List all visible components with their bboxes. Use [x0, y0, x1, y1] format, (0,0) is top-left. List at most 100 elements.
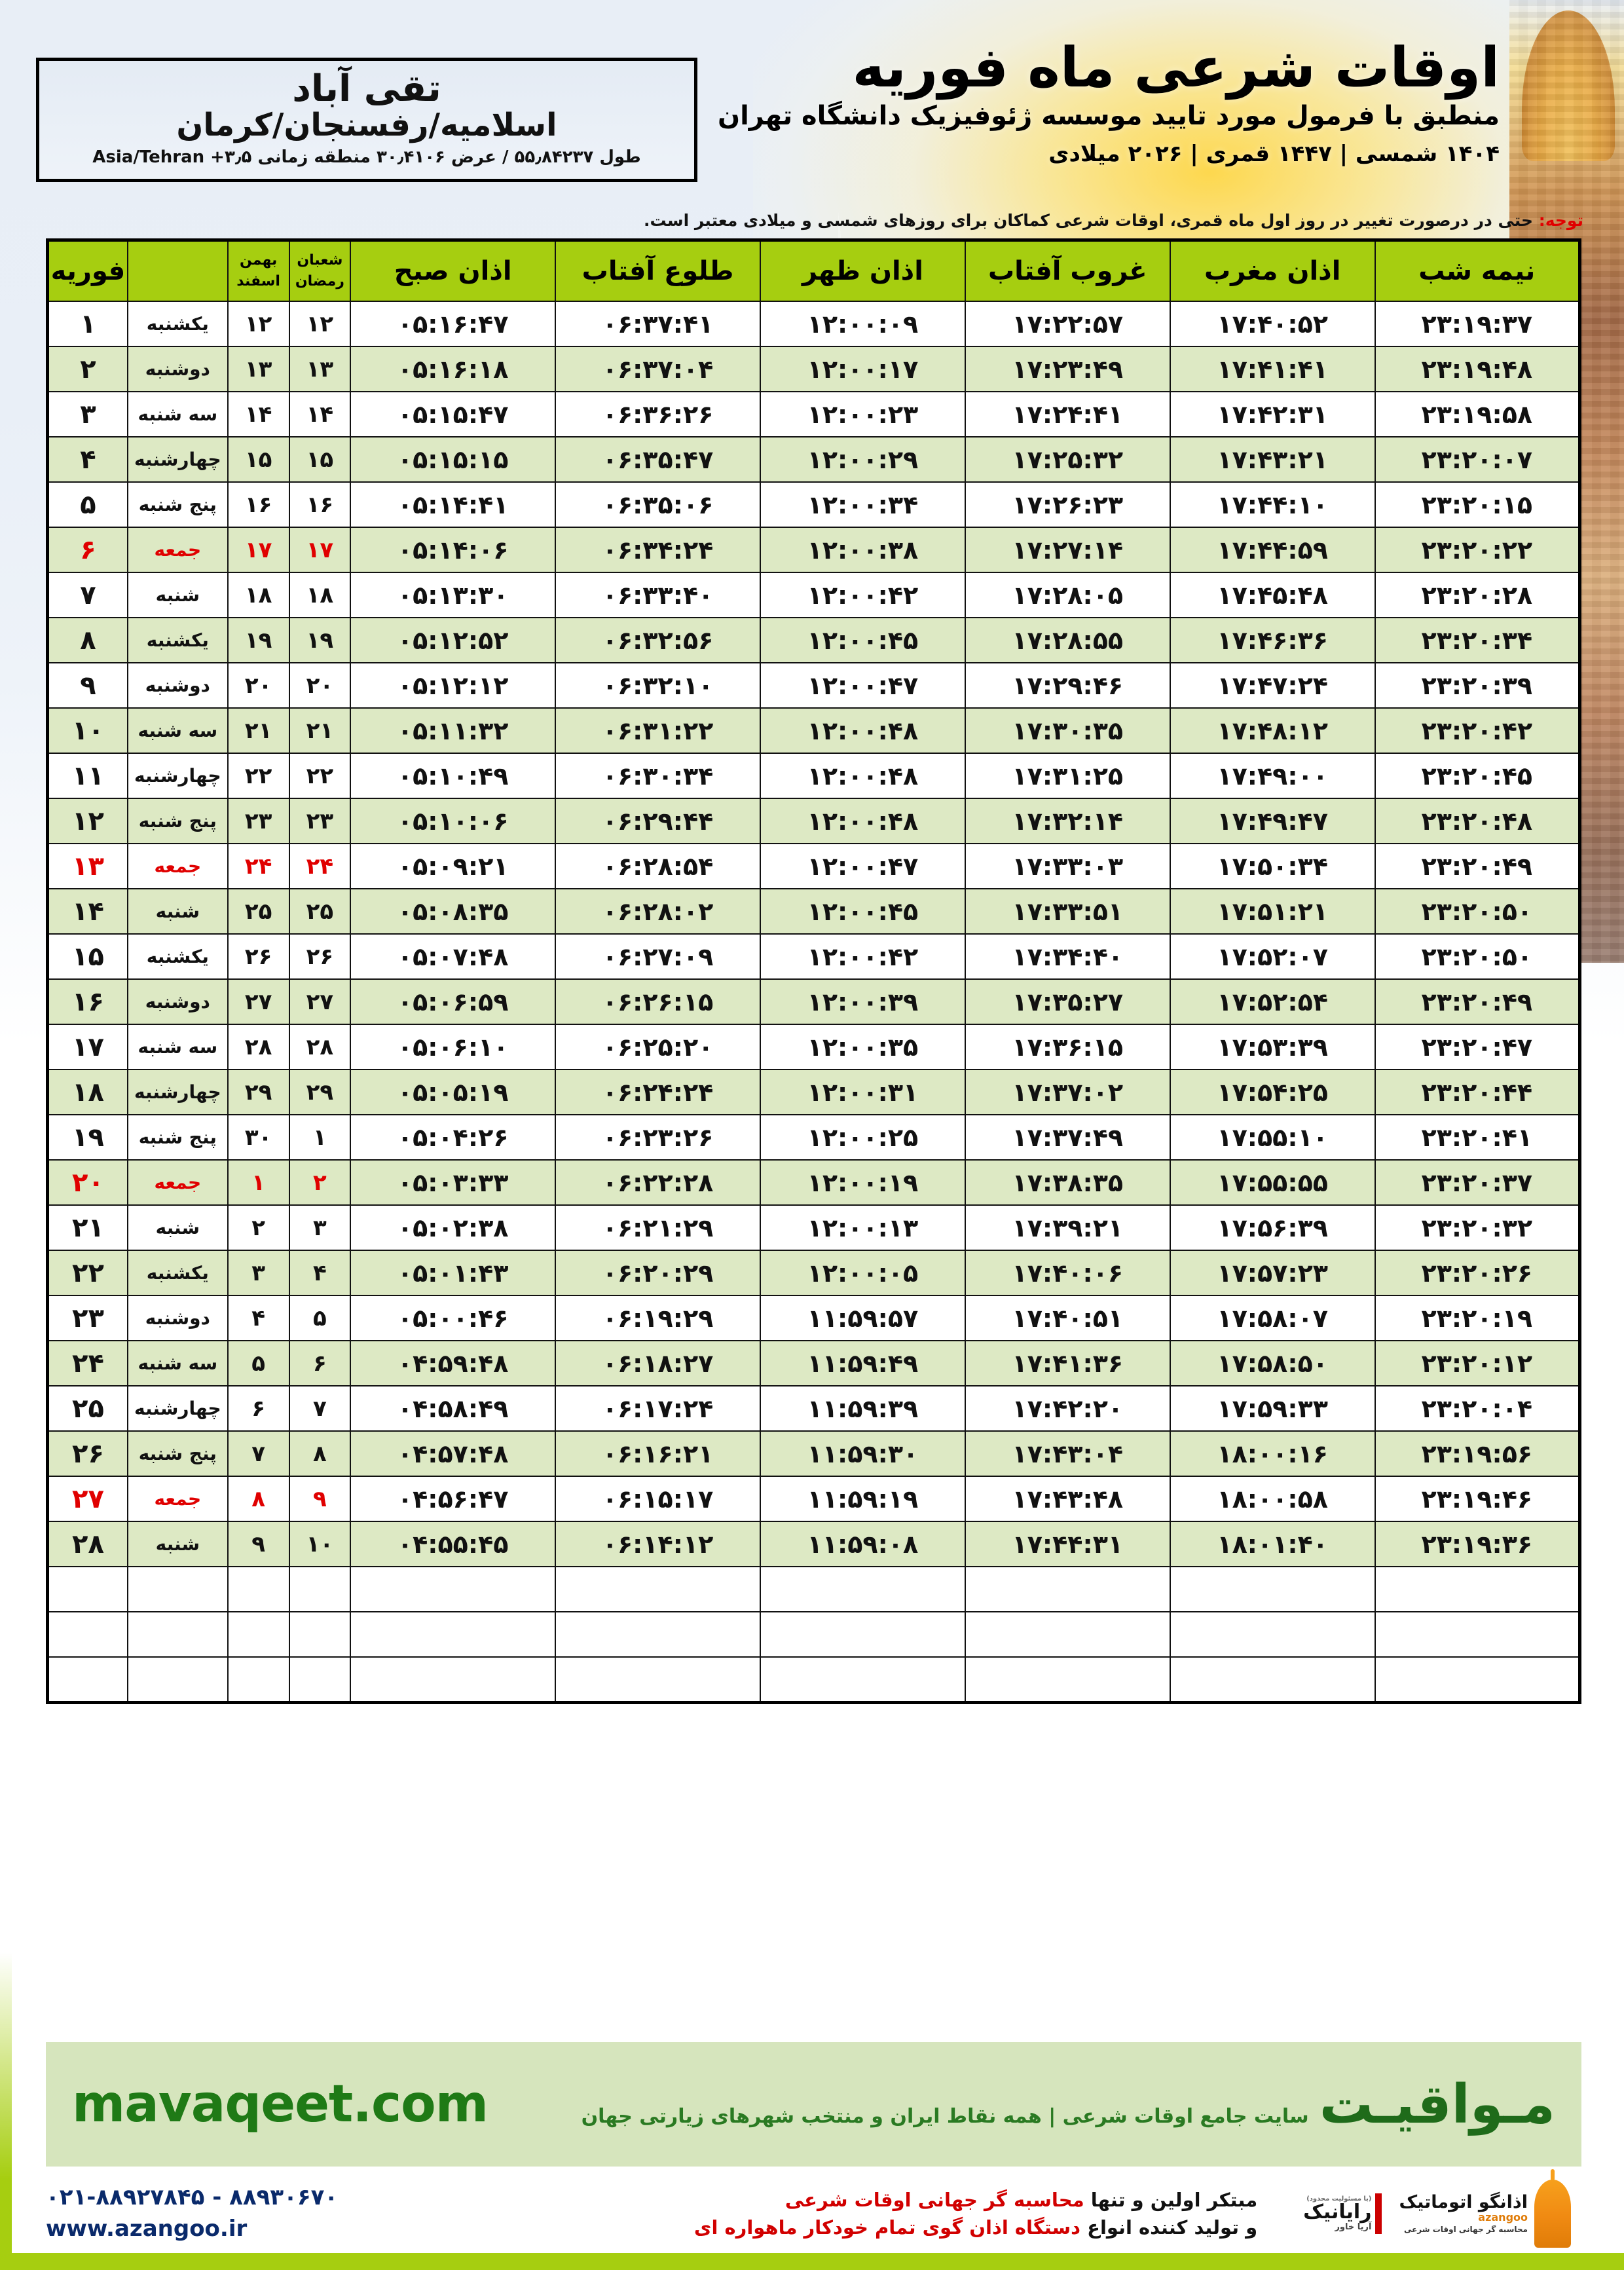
cell-sunrise: ۰۶:۳۳:۴۰ [555, 572, 761, 618]
table-row: ۲۳:۱۹:۴۶ ۱۸:۰۰:۵۸ ۱۷:۴۳:۴۸ ۱۱:۵۹:۱۹ ۰۶:۱۵:۱۷… [46, 1476, 1581, 1522]
table-row: ۲۳:۲۰:۲۸ ۱۷:۴۵:۴۸ ۱۷:۲۸:۰۵ ۱۲:۰۰:۴۲ ۰۶:۳۳:۴۰… [46, 572, 1581, 618]
cell-hijri: ۲۶ [288, 933, 352, 980]
cell-weekday: چهارشنبه [126, 1069, 229, 1115]
cell-weekday: یکشنبه [126, 301, 229, 347]
footer-website[interactable]: www.azangoo.ir [46, 2216, 248, 2242]
footer-logos: اذانگو اتوماتیک azangoo محاسبه گر جهانی … [1303, 2180, 1581, 2248]
cell-sunset: ۱۷:۳۸:۳۵ [964, 1159, 1171, 1206]
cell-hijri: ۱۸ [288, 572, 352, 618]
cell-blank [46, 1611, 128, 1658]
cell-persian: ۳ [227, 1250, 290, 1296]
cell-sunset: ۱۷:۴۲:۲۰ [964, 1385, 1171, 1432]
cell-midnight: ۲۳:۱۹:۵۸ [1374, 391, 1581, 437]
cell-persian: ۱۹ [227, 617, 290, 663]
rayaneek-sub: آریا خاور [1335, 2222, 1372, 2232]
footer-phone: ۰۲۱-۸۸۹۲۷۸۴۵ - ۸۸۹۳۰۶۷۰ [46, 2184, 339, 2211]
cell-hijri: ۲۴ [288, 843, 352, 889]
table-row: ۲۳:۲۰:۳۷ ۱۷:۵۵:۵۵ ۱۷:۳۸:۳۵ ۱۲:۰۰:۱۹ ۰۶:۲۲:۲۸… [46, 1159, 1581, 1206]
cell-day: ۳ [46, 391, 128, 437]
cell-day: ۱ [46, 301, 128, 347]
table-row: ۲۳:۱۹:۳۶ ۱۸:۰۱:۴۰ ۱۷:۴۴:۳۱ ۱۱:۵۹:۰۸ ۰۶:۱۴:۱۲… [46, 1521, 1581, 1567]
cell-dhuhr: ۱۲:۰۰:۰۵ [760, 1250, 966, 1296]
persian-month-top: بهمن [239, 252, 278, 269]
cell-hijri: ۱۵ [288, 436, 352, 483]
cell-midnight: ۲۳:۲۰:۴۸ [1374, 798, 1581, 844]
cell-day: ۲۳ [46, 1295, 128, 1341]
left-green-edge [0, 0, 12, 2270]
cell-dhuhr: ۱۲:۰۰:۴۲ [760, 572, 966, 618]
cell-hijri: ۲۵ [288, 888, 352, 935]
cell-weekday: سه شنبه [126, 1024, 229, 1070]
cell-weekday: چهارشنبه [126, 753, 229, 799]
promo-url[interactable]: mavaqeet.com [72, 2075, 489, 2134]
cell-blank [964, 1566, 1171, 1612]
cell-persian: ۳۰ [227, 1114, 290, 1161]
cell-maghrib: ۱۷:۴۸:۱۲ [1169, 707, 1376, 754]
cell-weekday: سه شنبه [126, 707, 229, 754]
cell-sunset: ۱۷:۴۳:۴۸ [964, 1476, 1171, 1522]
col-header-midnight: نیمه شب [1374, 239, 1581, 302]
cell-day: ۲۱ [46, 1204, 128, 1251]
cell-maghrib: ۱۷:۵۵:۵۵ [1169, 1159, 1376, 1206]
footer-slogan-line2-b: دستگاه اذان گوی تمام خودکار ماهواره ای [693, 2216, 1081, 2239]
location-city: تقی آباد [292, 67, 441, 110]
col-header-sunset: غروب آفتاب [964, 239, 1171, 302]
col-header-weekday [126, 239, 229, 302]
cell-weekday: جمعه [126, 1476, 229, 1522]
azangoo-logo-text: اذانگو اتوماتیک azangoo محاسبه گر جهانی … [1399, 2193, 1528, 2234]
azangoo-name: اذانگو اتوماتیک [1399, 2192, 1528, 2213]
cell-day: ۱۷ [46, 1024, 128, 1070]
cell-day: ۲۴ [46, 1340, 128, 1386]
cell-sunset: ۱۷:۴۱:۳۶ [964, 1340, 1171, 1386]
cell-hijri: ۱۴ [288, 391, 352, 437]
cell-weekday: شنبه [126, 572, 229, 618]
cell-day: ۲ [46, 346, 128, 392]
cell-midnight: ۲۳:۲۰:۱۵ [1374, 481, 1581, 528]
cell-hijri: ۲ [288, 1159, 352, 1206]
cell-sunrise: ۰۶:۲۴:۲۴ [555, 1069, 761, 1115]
cell-maghrib: ۱۷:۴۴:۵۹ [1169, 527, 1376, 573]
cell-day: ۹ [46, 662, 128, 709]
page-footer: اذانگو اتوماتیک azangoo محاسبه گر جهانی … [46, 2174, 1581, 2253]
cell-dhuhr: ۱۲:۰۰:۰۹ [760, 301, 966, 347]
cell-sunrise: ۰۶:۳۴:۲۴ [555, 527, 761, 573]
cell-day: ۶ [46, 527, 128, 573]
cell-maghrib: ۱۸:۰۰:۵۸ [1169, 1476, 1376, 1522]
cell-sunrise: ۰۶:۳۰:۳۴ [555, 753, 761, 799]
cell-dhuhr: ۱۲:۰۰:۳۹ [760, 978, 966, 1025]
cell-sunset: ۱۷:۴۴:۳۱ [964, 1521, 1171, 1567]
cell-maghrib: ۱۷:۵۸:۵۰ [1169, 1340, 1376, 1386]
cell-blank [350, 1611, 557, 1658]
cell-sunset: ۱۷:۲۸:۵۵ [964, 617, 1171, 663]
footer-contact: ۰۲۱-۸۸۹۲۷۸۴۵ - ۸۸۹۳۰۶۷۰ www.azangoo.ir [46, 2182, 338, 2244]
cell-hijri: ۱۶ [288, 481, 352, 528]
cell-blank [1374, 1566, 1581, 1612]
cell-maghrib: ۱۸:۰۰:۱۶ [1169, 1430, 1376, 1477]
location-coordinates: طول ۵۵٫۸۴۲۳۷ / عرض ۳۰٫۴۱۰۶ منطقه زمانی A… [92, 147, 641, 168]
footer-slogan-line1-a: مبتکر اولین و تنها [1084, 2188, 1258, 2211]
cell-fajr: ۰۵:۱۶:۱۸ [350, 346, 557, 392]
cell-sunrise: ۰۶:۳۷:۴۱ [555, 301, 761, 347]
cell-weekday: یکشنبه [126, 1250, 229, 1296]
cell-sunrise: ۰۶:۱۵:۱۷ [555, 1476, 761, 1522]
cell-weekday: جمعه [126, 1159, 229, 1206]
table-row: ۲۳:۲۰:۴۴ ۱۷:۵۴:۲۵ ۱۷:۳۷:۰۲ ۱۲:۰۰:۳۱ ۰۶:۲۴:۲۴… [46, 1069, 1581, 1115]
cell-maghrib: ۱۷:۴۳:۲۱ [1169, 436, 1376, 483]
cell-midnight: ۲۳:۲۰:۳۹ [1374, 662, 1581, 709]
cell-dhuhr: ۱۲:۰۰:۲۹ [760, 436, 966, 483]
azangoo-sub: محاسبه گر جهانی اوقات شرعی [1403, 2224, 1528, 2234]
promo-tagline: سایت جامع اوقات شرعی | همه نقاط ایران و … [581, 2104, 1309, 2128]
cell-dhuhr: ۱۲:۰۰:۴۸ [760, 798, 966, 844]
cell-fajr: ۰۵:۱۰:۰۶ [350, 798, 557, 844]
location-box: تقی آباد اسلامیه/رفسنجان/کرمان طول ۵۵٫۸۴… [36, 58, 697, 182]
cell-sunrise: ۰۶:۲۵:۲۰ [555, 1024, 761, 1070]
cell-persian: ۲۴ [227, 843, 290, 889]
cell-midnight: ۲۳:۲۰:۳۴ [1374, 617, 1581, 663]
cell-fajr: ۰۵:۰۱:۴۳ [350, 1250, 557, 1296]
cell-fajr: ۰۵:۱۴:۰۶ [350, 527, 557, 573]
cell-sunset: ۱۷:۳۳:۰۳ [964, 843, 1171, 889]
cell-fajr: ۰۴:۵۶:۴۷ [350, 1476, 557, 1522]
cell-blank [555, 1566, 761, 1612]
cell-persian: ۴ [227, 1295, 290, 1341]
cell-sunrise: ۰۶:۳۵:۴۷ [555, 436, 761, 483]
